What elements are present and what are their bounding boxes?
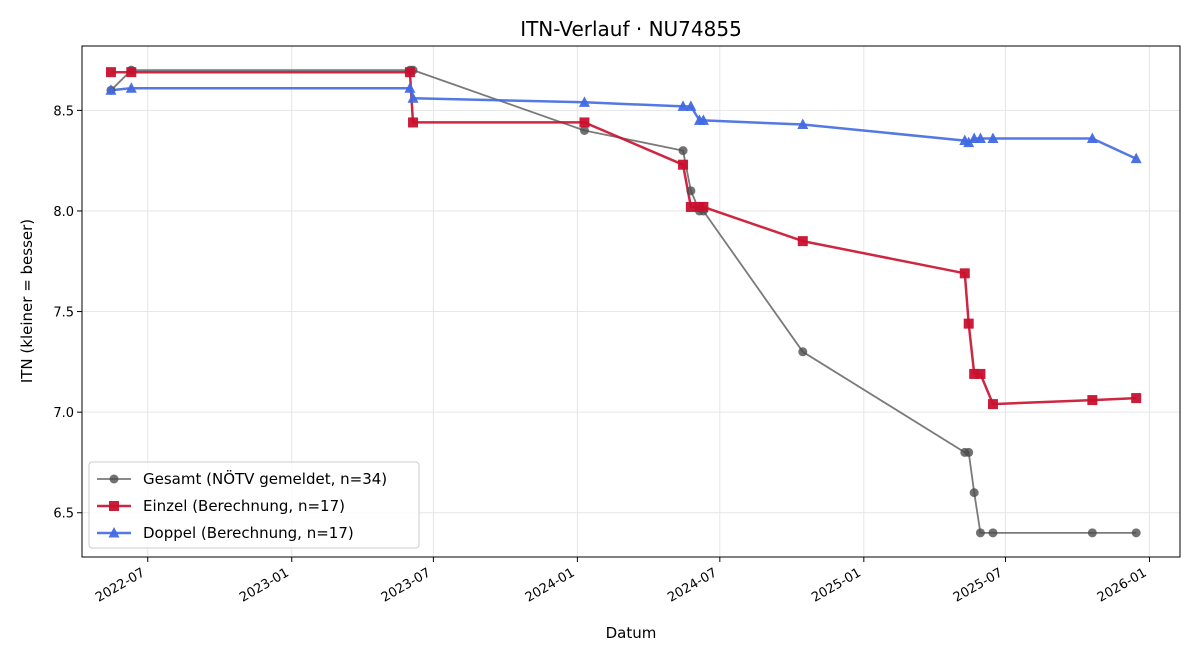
doppel-point xyxy=(1130,152,1142,164)
legend-einzel-label: Einzel (Berechnung, n=17) xyxy=(143,497,345,515)
einzel-point xyxy=(1087,395,1098,406)
y-tick-label: 6.5 xyxy=(53,507,74,522)
doppel-point xyxy=(987,132,999,144)
gesamt-point xyxy=(686,186,696,196)
einzel-point xyxy=(959,268,970,279)
y-tick-label: 7.0 xyxy=(53,406,74,421)
doppel-point xyxy=(677,100,689,111)
doppel-point xyxy=(578,96,590,107)
plot-frame xyxy=(81,45,1181,558)
doppel-point xyxy=(963,136,975,148)
doppel-point xyxy=(797,118,809,129)
gesamt-point xyxy=(579,125,589,135)
einzel-point xyxy=(797,236,808,247)
doppel-point xyxy=(125,82,137,93)
einzel-point xyxy=(987,399,998,410)
doppel-point xyxy=(697,114,709,125)
gesamt-point xyxy=(1087,528,1097,538)
gesamt-point xyxy=(969,488,979,498)
einzel-point xyxy=(579,117,590,128)
einzel-point xyxy=(963,318,974,329)
einzel-point xyxy=(404,67,415,78)
gesamt-point xyxy=(964,447,974,457)
doppel-point xyxy=(685,100,697,111)
y-axis-title: ITN (kleiner = besser) xyxy=(18,219,36,383)
legend-box xyxy=(88,461,420,549)
doppel-point xyxy=(974,132,986,144)
doppel-point xyxy=(1086,132,1098,144)
einzel-point xyxy=(698,201,709,212)
gesamt-point xyxy=(678,146,688,156)
einzel-point xyxy=(678,159,689,170)
doppel-point xyxy=(407,92,419,103)
x-axis-title: Datum xyxy=(606,624,657,642)
einzel-point xyxy=(975,368,986,379)
gesamt-point xyxy=(798,347,808,357)
chart-title: ITN-Verlauf · NU74855 xyxy=(520,17,742,41)
einzel-point xyxy=(105,67,116,78)
gesamt-point xyxy=(1131,528,1141,538)
legend-doppel-point xyxy=(108,527,120,538)
y-tick-label: 7.5 xyxy=(53,306,74,321)
gesamt-point xyxy=(988,528,998,538)
einzel-point xyxy=(685,201,696,212)
einzel-point xyxy=(408,117,419,128)
gesamt-point xyxy=(975,528,985,538)
series-markers xyxy=(105,65,1142,538)
legend-einzel-point xyxy=(109,501,119,511)
doppel-point xyxy=(105,84,117,95)
legend-gesamt-label: Gesamt (NÖTV gemeldet, n=34) xyxy=(143,469,387,488)
legend-gesamt-point xyxy=(109,474,119,484)
y-tick-label: 8.5 xyxy=(53,104,74,119)
einzel-point xyxy=(969,368,980,379)
doppel-point xyxy=(404,82,416,93)
einzel-point xyxy=(126,67,137,78)
y-axis: 6.5 7.0 7.5 8.0 8.5 xyxy=(53,104,82,522)
einzel-point xyxy=(1131,393,1142,404)
legend-doppel-label: Doppel (Berechnung, n=17) xyxy=(143,524,354,542)
legend: Gesamt (NÖTV gemeldet, n=34) Einzel (Bere… xyxy=(88,461,420,549)
y-tick-label: 8.0 xyxy=(53,205,74,220)
